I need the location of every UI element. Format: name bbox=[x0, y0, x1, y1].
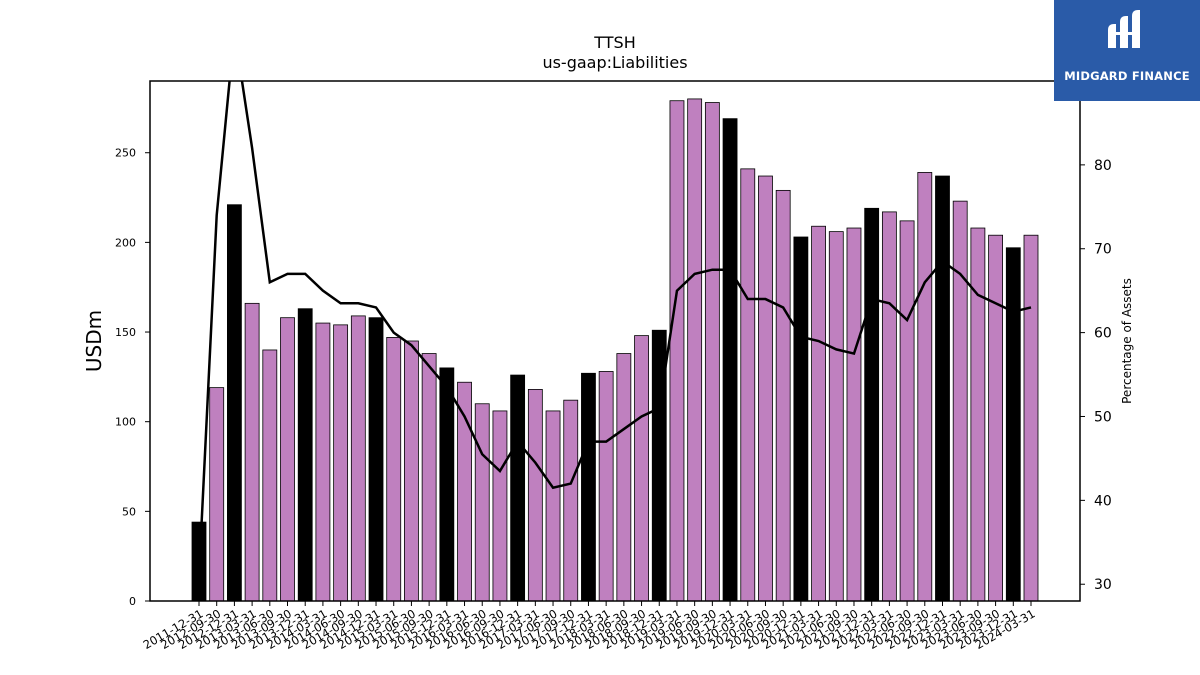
bar-2016-06-30 bbox=[474, 403, 490, 602]
bar-2019-06-30 bbox=[687, 98, 703, 602]
pct-assets-line bbox=[197, 81, 1032, 576]
chart-title: TTSH bbox=[593, 33, 635, 52]
plot-frame bbox=[149, 80, 1081, 602]
y-tick-label: 50 bbox=[122, 505, 136, 518]
bars-group bbox=[191, 98, 1039, 602]
bar-2014-03-31 bbox=[315, 322, 331, 602]
bar-2021-12-31 bbox=[864, 207, 880, 602]
chart-subtitle: us-gaap:Liabilities bbox=[542, 53, 687, 72]
bar-2023-12-31 bbox=[1005, 247, 1021, 602]
bar-2020-03-31 bbox=[740, 168, 756, 602]
y2-tick-label: 40 bbox=[1094, 493, 1112, 509]
y-tick-label: 0 bbox=[129, 595, 136, 608]
bar-2014-12-31 bbox=[368, 317, 384, 602]
bar-2020-09-30 bbox=[775, 189, 791, 602]
bar-2018-09-30 bbox=[634, 335, 649, 602]
bar-2021-09-30 bbox=[846, 227, 862, 602]
bar-2019-12-31 bbox=[722, 118, 738, 602]
bar-2013-06-30 bbox=[262, 349, 278, 602]
bar-2017-06-30 bbox=[545, 410, 561, 602]
y-tick-label: 200 bbox=[115, 236, 136, 249]
y2-tick-label: 80 bbox=[1094, 158, 1112, 174]
y-axis-left: 0 50 100 150 200 250 bbox=[115, 147, 150, 608]
brand-logo: MIDGARD FINANCE bbox=[1054, 0, 1200, 101]
y2-tick-label: 30 bbox=[1094, 577, 1112, 593]
y2-axis-label: Percentage of Assets bbox=[1120, 278, 1134, 404]
brand-name: MIDGARD FINANCE bbox=[1064, 69, 1190, 83]
bar-2021-06-30 bbox=[828, 231, 844, 602]
y2-tick-label: 50 bbox=[1094, 409, 1112, 425]
line-group bbox=[197, 81, 1032, 576]
x-axis: 2011-12-312012-09-302012-12-312013-03-31… bbox=[141, 601, 1038, 652]
bar-2017-03-31 bbox=[527, 389, 543, 602]
y2-tick-label: 60 bbox=[1094, 326, 1112, 342]
bar-2019-03-31 bbox=[669, 100, 685, 602]
y-axis-label: USDm bbox=[82, 310, 106, 372]
y2-tick-label: 70 bbox=[1094, 242, 1112, 258]
bar-2019-09-30 bbox=[704, 102, 720, 602]
bar-2017-12-31 bbox=[581, 372, 596, 602]
y-axis-right: 30 40 50 60 70 80 bbox=[1080, 158, 1112, 593]
bar-2016-09-30 bbox=[492, 410, 508, 602]
bar-2020-06-30 bbox=[758, 175, 773, 602]
bar-2017-09-30 bbox=[563, 399, 579, 602]
logo-mark-icon bbox=[1108, 10, 1140, 48]
bar-2012-09-30 bbox=[209, 387, 225, 602]
y-tick-label: 250 bbox=[115, 147, 136, 160]
bar-2012-12-31 bbox=[226, 204, 242, 602]
bar-2013-03-31 bbox=[244, 302, 260, 602]
bar-2014-09-30 bbox=[350, 315, 366, 602]
bar-2023-09-30 bbox=[988, 234, 1003, 602]
bar-2021-03-31 bbox=[811, 225, 826, 602]
bar-2022-03-31 bbox=[881, 211, 897, 602]
bar-2015-03-31 bbox=[386, 337, 402, 602]
bar-2023-06-30 bbox=[970, 227, 986, 602]
y-tick-label: 150 bbox=[115, 326, 136, 339]
bar-2022-09-30 bbox=[917, 172, 933, 602]
bar-2015-06-30 bbox=[404, 340, 419, 602]
bar-2024-03-31 bbox=[1023, 234, 1039, 602]
bar-2015-12-31 bbox=[439, 367, 455, 602]
bar-2014-06-30 bbox=[333, 324, 349, 602]
bar-2016-12-31 bbox=[510, 374, 526, 602]
bar-2022-12-31 bbox=[935, 175, 950, 602]
bar-2018-03-31 bbox=[598, 371, 614, 602]
bar-2022-06-30 bbox=[899, 220, 915, 602]
bar-2013-09-30 bbox=[280, 317, 295, 602]
bar-2023-03-31 bbox=[952, 200, 968, 602]
bar-2018-06-30 bbox=[616, 353, 632, 602]
bar-2020-12-31 bbox=[793, 236, 809, 602]
bar-2015-09-30 bbox=[421, 353, 437, 602]
y-tick-label: 100 bbox=[115, 416, 136, 429]
bar-2013-12-31 bbox=[297, 308, 313, 602]
